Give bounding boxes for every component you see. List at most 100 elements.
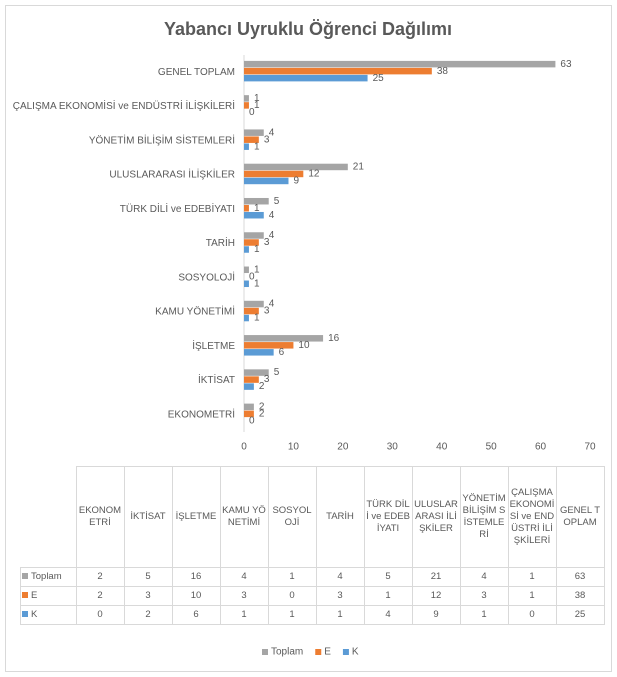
data-label: 38 [437,66,449,77]
bar [244,266,249,274]
table-cell: 0 [75,605,125,625]
y-tick-label: ÇALIŞMA EKONOMİSİ ve ENDÜSTRİ İLİŞKİLERİ [13,99,235,112]
table-header: TÜRK DİLİ ve EDEBİYATI [363,466,413,568]
data-label: 1 [254,141,260,152]
y-tick-label: GENEL TOPLAM [158,67,235,78]
y-tick-label: KAMU YÖNETİMİ [155,305,235,318]
data-label: 3 [264,134,270,145]
bar [244,204,249,212]
table-cell: 3 [123,586,173,606]
data-table: EKONOMETRİ İKTİSAT İŞLETME KAMU YÖNETİMİ SOS… [20,466,605,625]
bar [244,95,249,102]
table-series-name: Toplam [31,571,62,582]
bar [244,60,556,68]
table-header: KAMU YÖNETİMİ [219,466,269,568]
table-cell: 6 [171,605,221,625]
bar [244,74,368,82]
table-cell: 1 [219,605,269,625]
table-series: E [20,586,77,606]
table-header: YÖNETİM BİLİŞİM SİSTEMLERİ [459,466,509,568]
data-label: 10 [298,340,310,351]
data-label: 9 [293,176,299,187]
table-cell: 0 [267,586,317,606]
bar [244,246,249,253]
y-tick-label: TÜRK DİLİ ve EDEBİYATI [120,202,235,215]
table-cell: 38 [555,586,605,606]
table-series-name: K [31,609,38,620]
bar [244,177,289,185]
data-label: 4 [269,127,275,138]
bar [244,163,348,171]
bar [244,376,259,383]
data-label: 4 [269,210,275,221]
table-cell: 16 [171,567,221,587]
bar [244,143,249,150]
table-cell: 2 [75,567,125,587]
data-label: 5 [274,367,280,378]
y-tick-label: SOSYOLOJİ [178,270,235,283]
data-label: 1 [254,203,260,214]
data-label: 3 [264,374,270,385]
x-tick-label: 40 [436,442,448,453]
table-cell: 25 [555,605,605,625]
data-label: 0 [249,271,255,282]
legend-label: K [352,647,359,658]
legend-swatch [262,649,268,655]
data-label: 1 [254,93,260,104]
table-cell: 3 [315,586,365,606]
data-label: 0 [249,416,255,427]
table-header: ÇALIŞMA EKONOMİSİ ve ENDÜSTRİ İLİŞKİLERİ [507,466,557,568]
table-header: TARİH [315,466,365,568]
legend-swatch [342,649,349,655]
data-label: 4 [269,230,275,241]
table-cell: 9 [411,605,461,625]
table-cell: 2 [75,586,125,606]
data-label: 21 [353,162,365,173]
bar [244,197,269,205]
x-tick-label: 50 [486,442,498,453]
x-tick-label: 0 [241,442,247,453]
data-label: 25 [373,73,385,84]
table-cell: 4 [219,567,269,587]
bar [244,170,304,178]
legend-key [22,573,28,579]
table-cell: 0 [507,605,557,625]
legend-swatch [315,649,322,655]
table-cell: 12 [411,586,461,606]
table-header: GENEL TOPLAM [555,466,605,568]
bar [244,383,254,390]
legend-key [22,592,28,598]
table-row: Toplam 2 5 16 4 1 4 5 21 4 1 63 [20,567,605,587]
table-cell: 3 [459,586,509,606]
table-cell: 3 [219,586,269,606]
bar [244,211,264,219]
table-cell: 10 [171,586,221,606]
table-cell: 1 [267,567,317,587]
data-label: 5 [274,196,280,207]
table-cell: 5 [123,567,173,587]
table-series-name: E [31,590,38,601]
table-row: K 0 2 6 1 1 1 4 9 1 0 25 [20,605,605,625]
bar [244,342,294,349]
bar [244,410,254,418]
bar [244,280,249,288]
table-header: SOSYOLOJİ [267,466,317,568]
table-cell: 1 [507,567,557,587]
bar [244,300,264,308]
bar [244,403,254,411]
data-label: 2 [259,381,265,392]
data-label: 1 [254,313,260,324]
data-label: 1 [254,278,260,289]
legend-key [22,611,28,617]
table-header: İŞLETME [171,466,221,568]
bar [244,232,264,239]
table-cell: 4 [363,605,413,625]
table-header: ULUSLARARASI İLİŞKİLER [411,466,461,568]
bar [244,314,249,322]
y-tick-label: EKONOMETRİ [168,408,235,421]
y-tick-label: YÖNETİM BİLİŞİM SİSTEMLERİ [89,133,235,146]
chart-title: Yabancı Uyruklu Öğrenci Dağılımı [164,19,452,39]
x-tick-label: 60 [535,442,547,453]
data-label: 1 [254,244,260,255]
